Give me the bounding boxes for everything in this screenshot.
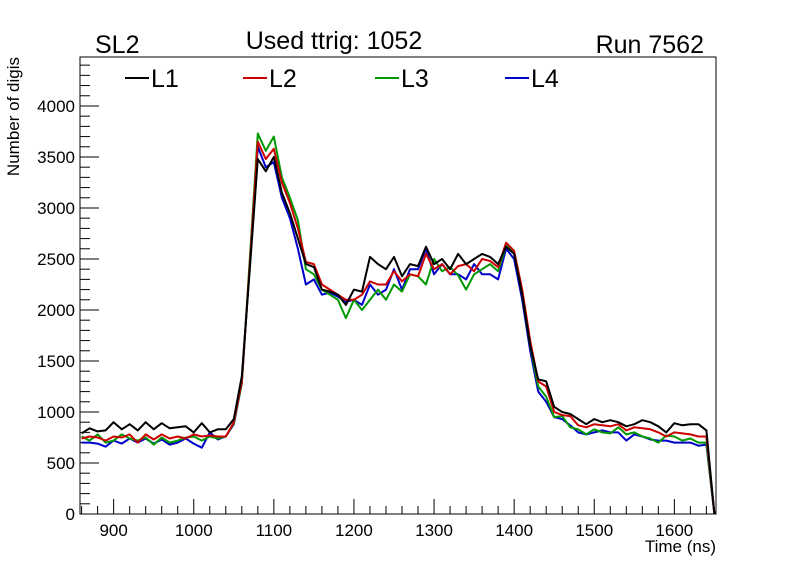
y-tick-label: 1000 [37, 403, 75, 422]
series-l2-line [81, 140, 716, 515]
y-tick-label: 0 [66, 505, 75, 524]
x-axis-label: Time (ns) [645, 537, 716, 556]
plot-frame [79, 56, 717, 515]
header-left: SL2 [95, 31, 139, 59]
legend-l4-label: L4 [531, 65, 559, 93]
series-l1-line [81, 156, 716, 515]
series-l4-line [81, 145, 716, 515]
y-tick-label: 4000 [37, 97, 75, 116]
legend-l3-label: L3 [401, 65, 429, 93]
x-tick-label: 1500 [575, 521, 613, 540]
x-tick-label: 1100 [256, 521, 293, 540]
y-tick-label: 1500 [37, 352, 75, 371]
x-axis: 900 1000 1100 1200 1300 1400 1500 1600 [81, 499, 707, 540]
x-tick-label: 1400 [495, 521, 533, 540]
y-axis: 0 500 1000 1500 2000 2500 3000 3500 4000 [37, 64, 99, 524]
x-tick-label: 1000 [175, 521, 213, 540]
y-tick-label: 3500 [37, 148, 75, 167]
legend-l1-label: L1 [151, 65, 179, 93]
y-tick-label: 3000 [37, 199, 75, 218]
y-axis-label: Number of digis [4, 57, 23, 176]
chart-title: Used ttrig: 1052 [246, 27, 423, 55]
x-tick-label: 1200 [335, 521, 373, 540]
y-tick-label: 500 [47, 454, 75, 473]
x-tick-label: 1600 [655, 521, 693, 540]
series-l3-line [81, 132, 716, 515]
legend: L1 L2 L3 L4 [125, 65, 559, 93]
legend-l2-label: L2 [269, 65, 297, 93]
header-right: Run 7562 [596, 31, 704, 59]
y-tick-label: 2000 [37, 301, 75, 320]
y-tick-label: 2500 [37, 250, 75, 269]
x-tick-label: 900 [99, 521, 127, 540]
x-tick-label: 1300 [415, 521, 453, 540]
series-lines [81, 132, 716, 515]
